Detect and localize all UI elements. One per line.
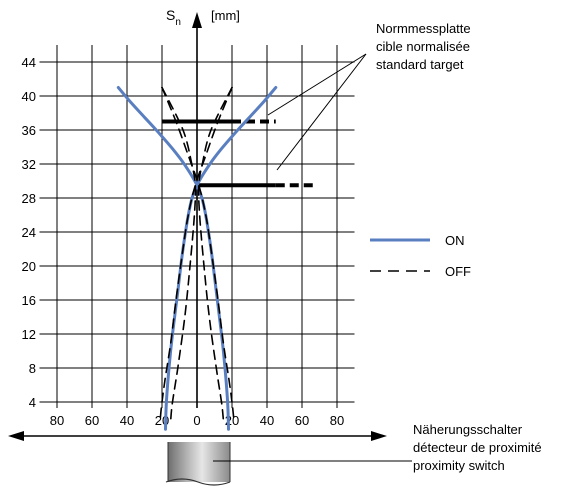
standard-targets [162, 119, 315, 188]
leader-lines [213, 53, 412, 462]
curves [116, 86, 278, 431]
target-label-fr: cible normalisée [376, 39, 470, 54]
x-tick-label: 60 [85, 413, 99, 428]
x-tick-label: 60 [295, 413, 309, 428]
target-label-en: standard target [376, 57, 464, 72]
y-axis-unit: [mm] [211, 8, 240, 23]
off-curve [161, 86, 197, 420]
y-tick-label: 44 [22, 55, 36, 70]
off-curve [197, 86, 233, 420]
x-axis-arrow-left [8, 431, 24, 441]
y-tick-label: 20 [22, 259, 36, 274]
off-curve [161, 86, 235, 420]
y-tick-label: 12 [22, 327, 36, 342]
legend-off-label: OFF [445, 264, 471, 279]
x-tick-labels: 80 60 40 20 0 20 40 60 80 [50, 413, 344, 428]
x-tick-label: 80 [50, 413, 64, 428]
target-label: Normmessplatte cible normalisée standard… [376, 21, 471, 72]
legend: ON OFF [370, 233, 471, 279]
x-tick-label: 0 [193, 413, 200, 428]
y-tick-label: 32 [22, 157, 36, 172]
on-curve [164, 86, 278, 431]
switch-label-de: Näherungsschalter [413, 422, 523, 437]
x-tick-label: 40 [120, 413, 134, 428]
y-axis-subscript: n [175, 17, 181, 28]
switch-label-fr: détecteur de proximité [413, 440, 542, 455]
y-axis-symbol: Sn [166, 7, 181, 28]
y-tick-label: 8 [29, 361, 36, 376]
on-curve [116, 86, 230, 431]
y-tick-labels: 4 8 12 16 20 24 28 32 36 40 44 [22, 55, 36, 410]
x-tick-label: 80 [330, 413, 344, 428]
x-axis-arrow-right [371, 431, 387, 441]
y-tick-label: 24 [22, 225, 36, 240]
y-tick-label: 40 [22, 89, 36, 104]
off-curve [159, 86, 233, 420]
x-tick-label: 40 [260, 413, 274, 428]
proximity-switch-body [165, 442, 231, 486]
y-tick-label: 16 [22, 293, 36, 308]
y-tick-label: 28 [22, 191, 36, 206]
y-tick-label: 36 [22, 123, 36, 138]
grid [39, 45, 355, 408]
y-tick-label: 4 [29, 395, 36, 410]
legend-on-label: ON [445, 233, 465, 248]
target-label-de: Normmessplatte [376, 21, 471, 36]
switch-label-en: proximity switch [413, 458, 505, 473]
y-axis-arrow [192, 12, 202, 28]
switch-label: Näherungsschalter détecteur de proximité… [413, 422, 542, 473]
